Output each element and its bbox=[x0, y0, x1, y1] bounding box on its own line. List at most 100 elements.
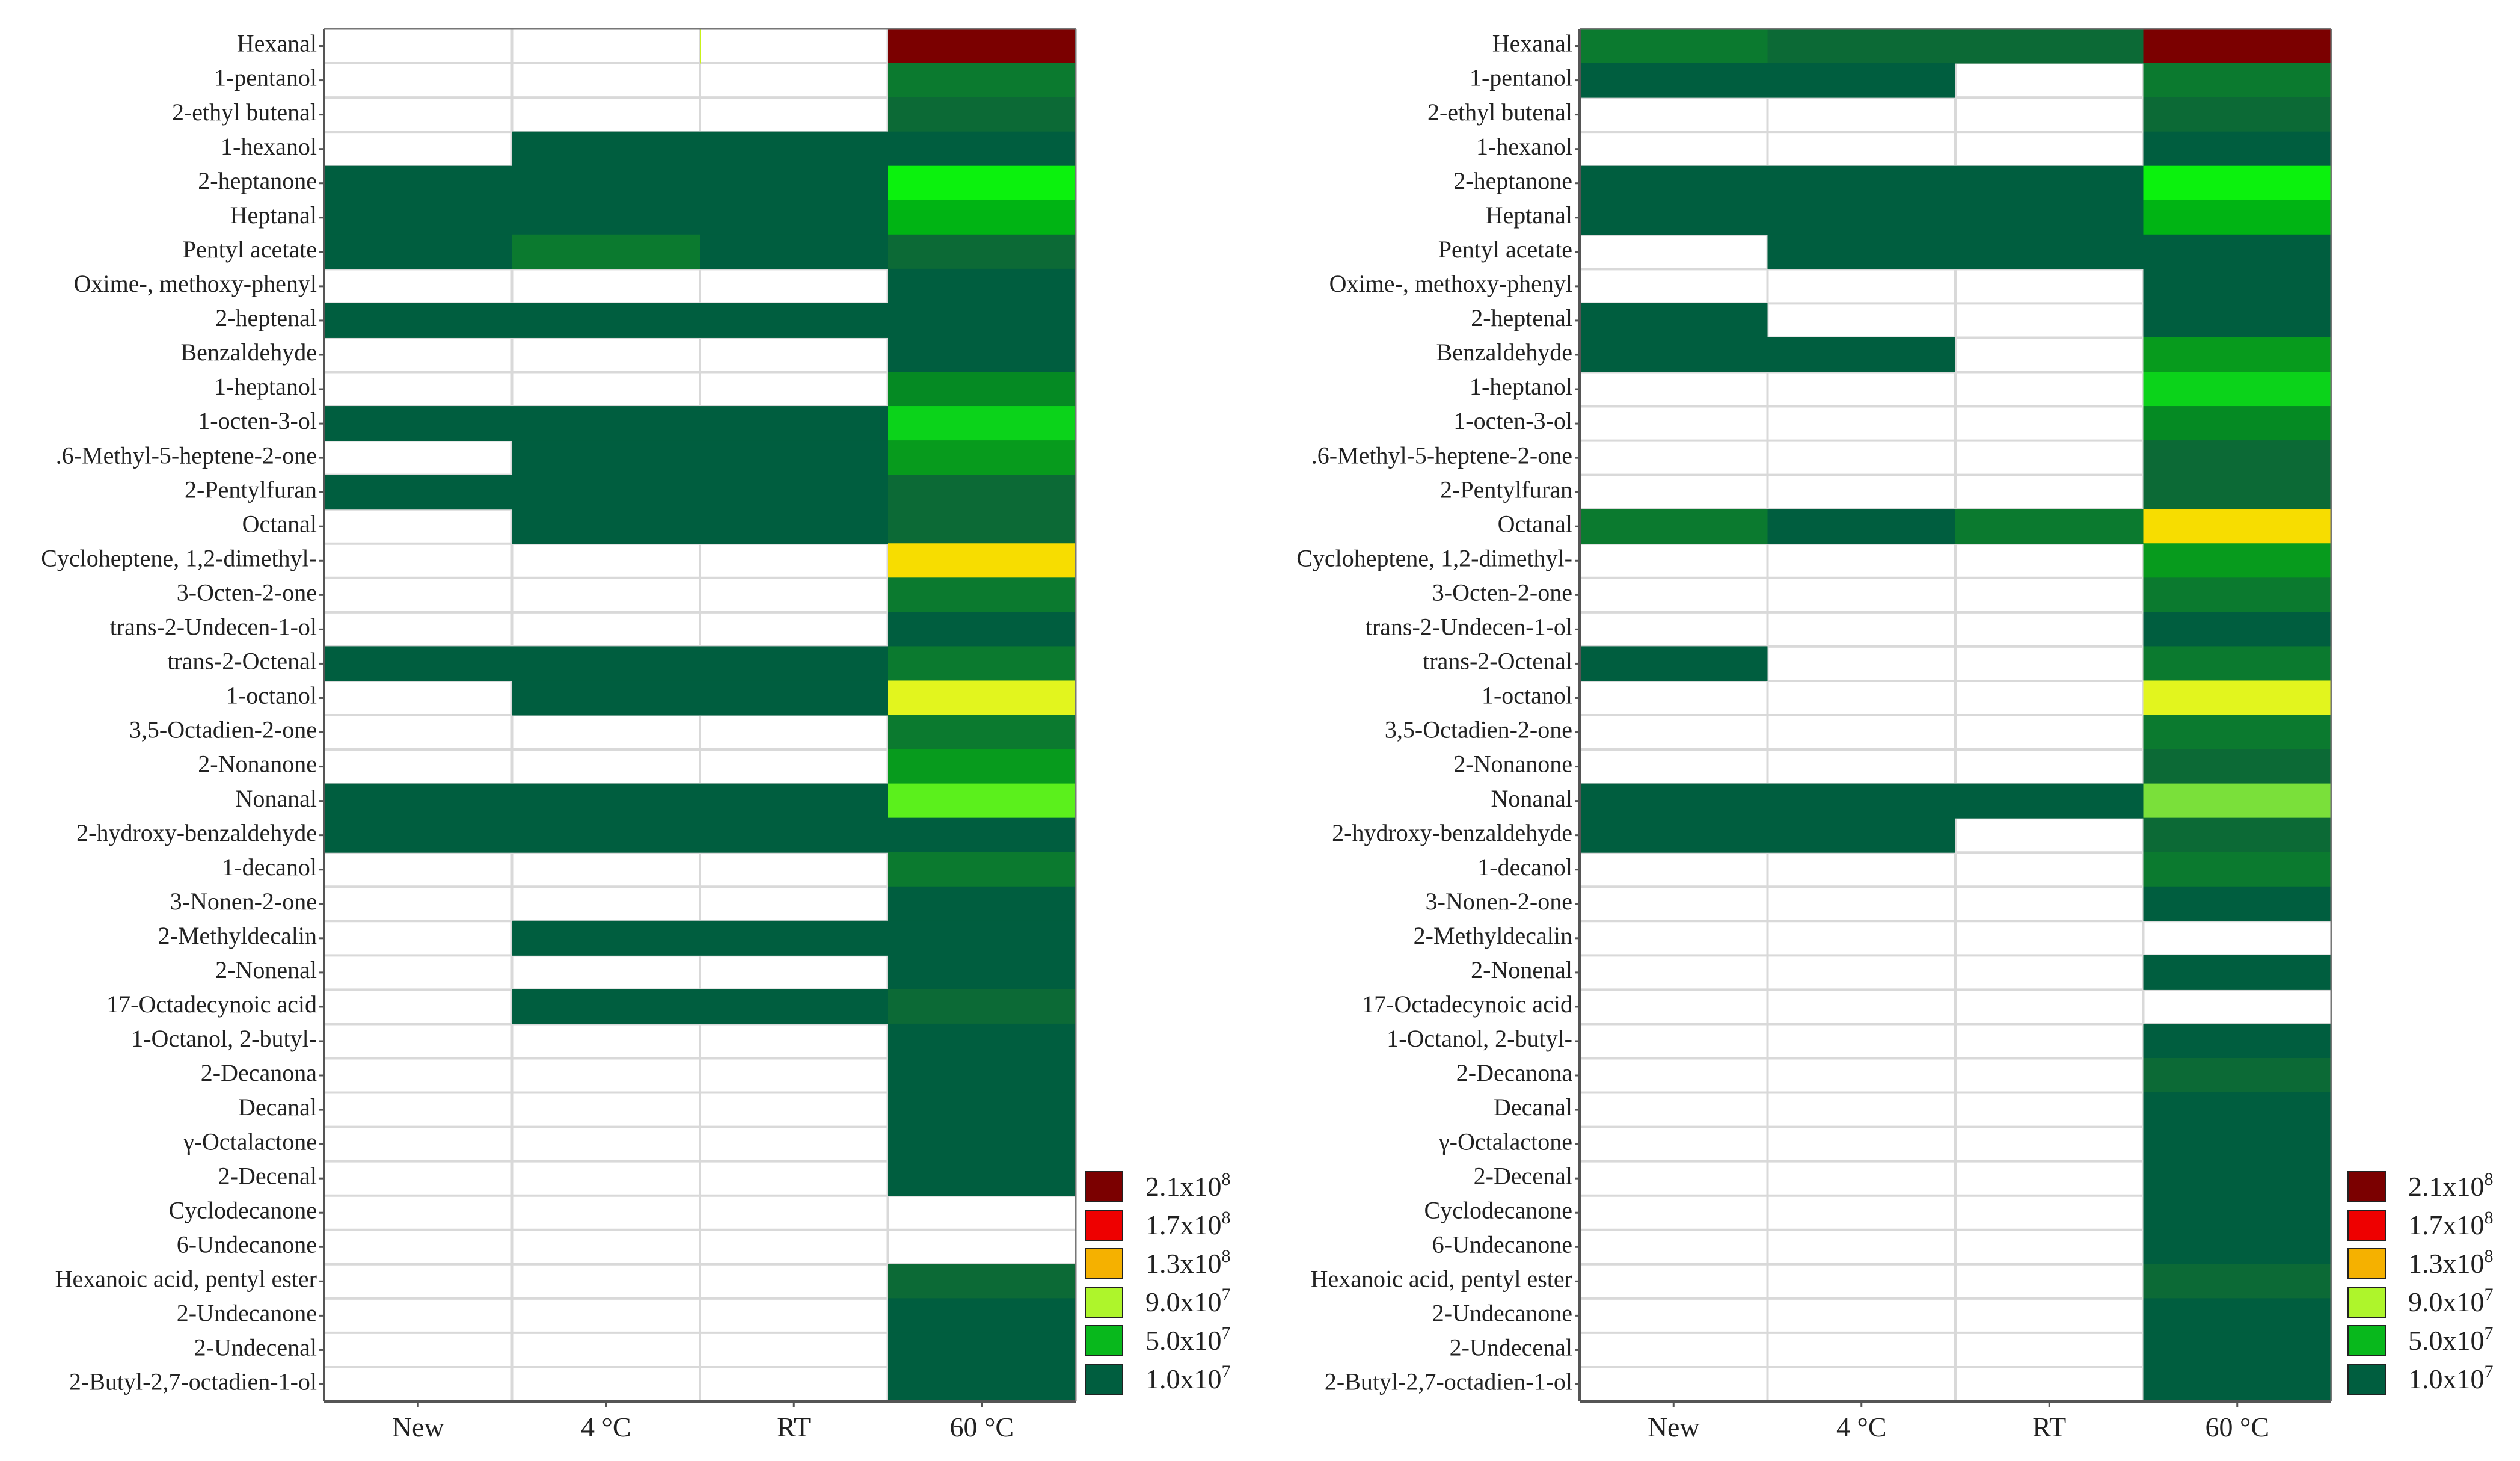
heatmap-cell bbox=[2143, 1264, 2331, 1299]
y-tick-label: 2-Undecanone bbox=[1432, 1300, 1572, 1327]
heatmap-cell bbox=[888, 1058, 1076, 1093]
y-tick-label: 2-Decanona bbox=[201, 1059, 317, 1086]
legend-label: 2.1x108 bbox=[1145, 1169, 1231, 1202]
heatmap-cell bbox=[2143, 1332, 2331, 1368]
legend-label-base: 1.0x10 bbox=[2408, 1364, 2485, 1394]
heatmap-cell bbox=[888, 337, 1076, 372]
heatmap-cell bbox=[2143, 1229, 2331, 1265]
y-tick-label: 2-Decenal bbox=[218, 1162, 317, 1189]
y-tick-label: Hexanoic acid, pentyl ester bbox=[55, 1265, 317, 1292]
legend-swatch bbox=[2347, 1171, 2386, 1202]
x-tick-label: RT bbox=[777, 1412, 811, 1442]
y-tick-label: Decanal bbox=[1494, 1093, 1572, 1121]
y-tick-label: Hexanoic acid, pentyl ester bbox=[1311, 1265, 1572, 1292]
heatmap-cell bbox=[1580, 165, 2144, 201]
heatmap-panel-right: Hexanal 1-pentanol 2-ethyl butenal 1-hexano… bbox=[1296, 28, 2494, 1442]
x-tick-label: 4 °C bbox=[1836, 1412, 1887, 1442]
y-tick-label: 1-pentanol bbox=[214, 64, 317, 91]
heatmap-cell bbox=[888, 577, 1076, 613]
legend-swatch bbox=[2347, 1248, 2386, 1279]
legend-swatch bbox=[1085, 1248, 1123, 1279]
y-tick-label: 2-Butyl-2,7-octadien-1-ol bbox=[1325, 1368, 1572, 1395]
heatmap-cell bbox=[888, 1264, 1076, 1299]
y-tick-label: Cyclodecanone bbox=[1424, 1196, 1572, 1223]
heatmap-cell bbox=[2143, 165, 2331, 201]
legend-label-base: 2.1x10 bbox=[1145, 1171, 1222, 1202]
y-tick-label: 1-Octanol, 2-butyl- bbox=[131, 1025, 317, 1052]
legend-label-base: 1.3x10 bbox=[2408, 1248, 2485, 1279]
legend-left: 2.1x1081.7x1081.3x1089.0x1075.0x1071.0x1… bbox=[1085, 1169, 1231, 1395]
y-tick-label: 1-hexanol bbox=[1476, 133, 1572, 160]
heatmap-cell bbox=[888, 200, 1076, 235]
y-tick-label: 2-heptanone bbox=[198, 167, 317, 194]
heatmap-cell bbox=[888, 989, 1076, 1024]
y-tick-label: 2-heptenal bbox=[1471, 304, 1572, 331]
legend-label-base: 1.3x10 bbox=[1145, 1248, 1222, 1279]
y-tick-label: 2-Undecenal bbox=[1450, 1334, 1572, 1361]
x-tick-label: 60 °C bbox=[2205, 1412, 2269, 1442]
y-tick-label: 2-ethyl butenal bbox=[172, 99, 317, 126]
y-tick-label: Nonanal bbox=[1491, 785, 1572, 812]
heatmap-cell bbox=[888, 440, 1076, 476]
heatmap-cell bbox=[2143, 97, 2331, 132]
heatmap-cell bbox=[2143, 200, 2331, 235]
y-tick-label: 6-Undecanone bbox=[1432, 1231, 1572, 1258]
legend-label-exponent: 8 bbox=[1222, 1246, 1231, 1266]
legend-label: 1.3x108 bbox=[2408, 1246, 2494, 1279]
legend-swatch bbox=[1085, 1210, 1123, 1241]
legend-label-exponent: 7 bbox=[1222, 1285, 1231, 1305]
y-tick-label: trans-2-Octenal bbox=[167, 648, 317, 675]
heatmap-cell bbox=[2143, 1195, 2331, 1231]
x-tick-label: 60 °C bbox=[949, 1412, 1014, 1442]
heatmap-cell bbox=[888, 1332, 1076, 1368]
legend-right: 2.1x1081.7x1081.3x1089.0x1075.0x1071.0x1… bbox=[2347, 1169, 2494, 1395]
y-tick-label: 1-Octanol, 2-butyl- bbox=[1387, 1025, 1572, 1052]
heatmap-cell bbox=[1580, 28, 1768, 64]
y-tick-label: Decanal bbox=[238, 1093, 317, 1121]
heatmap-cell bbox=[512, 509, 888, 544]
y-tick-label: γ-Octalactone bbox=[183, 1128, 317, 1155]
heatmap-cell bbox=[2143, 509, 2331, 544]
heatmap-cell bbox=[512, 989, 888, 1024]
y-tick-label: 17-Octadecynoic acid bbox=[1362, 991, 1572, 1018]
y-tick-label: 2-Pentylfuran bbox=[1440, 476, 1572, 503]
heatmap-cell bbox=[888, 646, 1076, 681]
heatmap-cell bbox=[888, 28, 1076, 64]
y-tick-label: Benzaldehyde bbox=[180, 339, 317, 366]
heatmap-cell bbox=[888, 783, 1076, 819]
legend-label: 9.0x107 bbox=[1145, 1285, 1231, 1317]
heatmap-cell bbox=[888, 372, 1076, 407]
heatmap-cell bbox=[2143, 303, 2331, 338]
heatmap-cell bbox=[888, 1298, 1076, 1333]
y-tick-label: 3-Octen-2-one bbox=[1432, 579, 1572, 606]
heatmap-cell bbox=[1580, 303, 1768, 338]
y-tick-label: Oxime-, methoxy-phenyl bbox=[74, 270, 317, 297]
y-tick-label: 2-Butyl-2,7-octadien-1-ol bbox=[69, 1368, 317, 1395]
y-tick-label: 1-octanol bbox=[1482, 682, 1572, 709]
heatmap-cell bbox=[2143, 1023, 2331, 1059]
legend-label-base: 5.0x10 bbox=[1145, 1325, 1222, 1356]
heatmap-cell bbox=[1767, 28, 2144, 64]
heatmap-cell bbox=[1580, 200, 2144, 235]
y-tick-label: trans-2-Octenal bbox=[1423, 648, 1572, 675]
y-tick-label: .6-Methyl-5-heptene-2-one bbox=[1311, 441, 1572, 469]
y-tick-label: Heptanal bbox=[1486, 201, 1572, 229]
heatmap-cell bbox=[888, 1127, 1076, 1162]
heatmap-cell bbox=[324, 817, 1076, 853]
legend-swatch bbox=[2347, 1287, 2386, 1318]
heatmap-cell bbox=[2143, 337, 2331, 372]
heatmap-cell bbox=[888, 268, 1076, 304]
y-tick-label: Oxime-, methoxy-phenyl bbox=[1329, 270, 1572, 297]
heatmap-cell bbox=[1580, 783, 2144, 819]
heatmap-cell bbox=[888, 234, 1076, 269]
legend-label-exponent: 7 bbox=[1222, 1323, 1231, 1343]
heatmap-cell bbox=[2143, 1298, 2331, 1333]
legend-label: 1.3x108 bbox=[1145, 1246, 1231, 1279]
legend-label: 5.0x107 bbox=[1145, 1323, 1231, 1356]
y-tick-label: 2-Nonenal bbox=[1471, 956, 1572, 983]
heatmap-cell bbox=[2143, 1127, 2331, 1162]
legend-label-exponent: 7 bbox=[2485, 1285, 2494, 1305]
y-tick-label: 2-Pentylfuran bbox=[185, 476, 317, 503]
y-tick-label: Pentyl acetate bbox=[183, 236, 317, 263]
